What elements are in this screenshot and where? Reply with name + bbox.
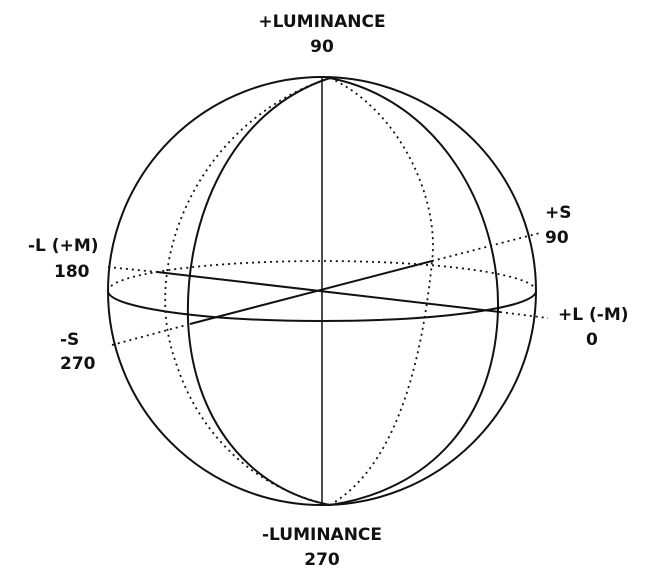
label: -LUMINANCE [262, 525, 382, 545]
label: 270 [60, 354, 96, 374]
label: 270 [304, 550, 340, 570]
s-axis-ext [111, 323, 191, 346]
s-axis [189, 260, 433, 325]
s-axis-ext [431, 232, 541, 262]
label: +LUMINANCE [258, 12, 385, 32]
back-meridian [164, 77, 331, 506]
lm-axis [156, 271, 501, 313]
label: 0 [586, 330, 598, 350]
label: +L (-M) [558, 305, 629, 325]
label: 180 [54, 262, 90, 282]
lm-axis-ext [107, 266, 158, 273]
back-meridian-lower [329, 261, 433, 506]
back-meridian-right [329, 77, 434, 263]
label: -L (+M) [28, 236, 99, 256]
front-meridian [186, 77, 331, 506]
front-meridian-right [329, 77, 500, 506]
label: +S [545, 203, 572, 223]
label: 90 [545, 228, 569, 248]
lm-axis-ext [499, 311, 549, 319]
label: -S [60, 330, 79, 350]
label: 90 [310, 37, 334, 57]
